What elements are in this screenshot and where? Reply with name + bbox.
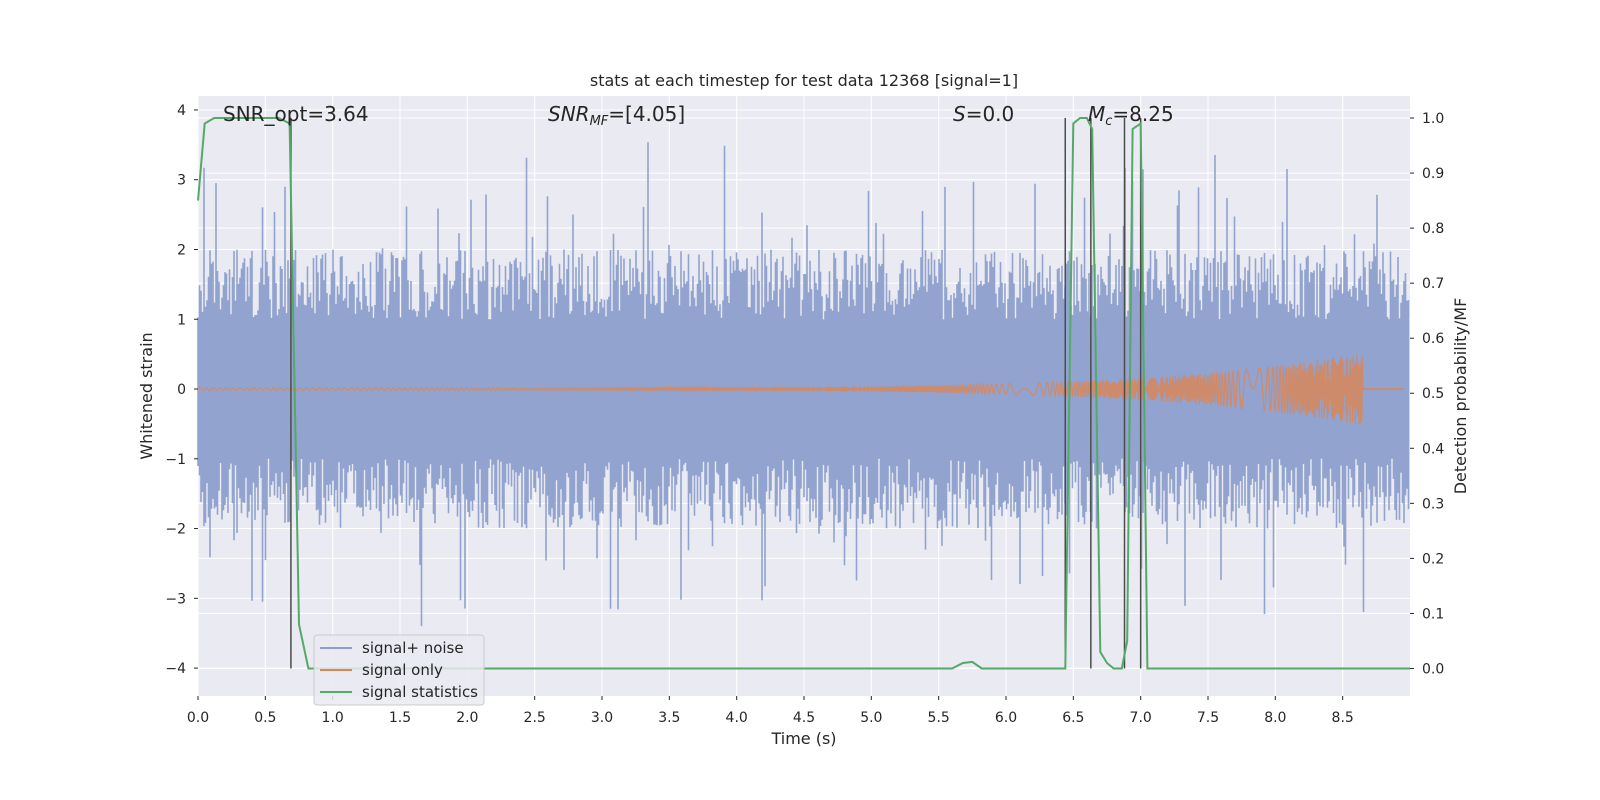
y-tick-label-7: 3 — [177, 173, 186, 189]
x-tick-label-11: 5.5 — [928, 710, 950, 726]
legend-label-signal-noise: signal+ noise — [362, 639, 464, 657]
signal-statistics-trace — [197, 117, 1410, 670]
legend: signal+ noise signal only signal statist… — [313, 634, 485, 706]
x-tick-label-17: 8.5 — [1332, 710, 1354, 726]
x-tick-label-15: 7.5 — [1197, 710, 1219, 726]
y2-tick-label-10: 1.0 — [1422, 111, 1444, 127]
x-tick-label-7: 3.5 — [658, 710, 680, 726]
annotations: SNR_opt=3.64 SNRMF=[4.05] S=0.0 Mc=8.25 — [223, 102, 1174, 129]
y2-tick-label-6: 0.6 — [1422, 331, 1444, 347]
x-tick-label-12: 6.0 — [995, 710, 1017, 726]
y-tick-label-8: 4 — [177, 103, 186, 119]
y-tick-label-2: −2 — [165, 522, 186, 538]
y-tick-label-5: 1 — [177, 312, 186, 328]
signal-only-trace — [197, 354, 1364, 425]
legend-box — [313, 634, 485, 706]
signal-only-series — [197, 354, 1404, 425]
legend-label-signal-statistics: signal statistics — [362, 683, 478, 701]
y-axis-label: Whitened strain — [137, 332, 156, 459]
y2-tick-label-3: 0.3 — [1422, 496, 1444, 512]
x-tick-label-6: 3.0 — [591, 710, 613, 726]
x-tick-label-8: 4.0 — [726, 710, 748, 726]
y-tick-label-1: −3 — [165, 591, 186, 607]
x-axis-label: Time (s) — [770, 729, 836, 748]
x-tick-label-13: 6.5 — [1062, 710, 1084, 726]
x-tick-label-0: 0.0 — [187, 710, 209, 726]
y2-tick-label-8: 0.8 — [1422, 221, 1444, 237]
y2-tick-label-1: 0.1 — [1422, 606, 1444, 622]
y2-tick-label-9: 0.9 — [1422, 166, 1444, 182]
annotation-mc: Mc=8.25 — [1088, 102, 1174, 129]
y-tick-label-0: −4 — [165, 661, 186, 677]
x-tick-label-5: 2.5 — [524, 710, 546, 726]
legend-label-signal-only: signal only — [362, 661, 443, 679]
y-tick-label-4: 0 — [177, 382, 186, 398]
y-tick-label-6: 2 — [177, 242, 186, 258]
y2-axis-label: Detection probability/MF — [1451, 298, 1470, 495]
x-tick-label-16: 8.0 — [1264, 710, 1286, 726]
x-tick-label-4: 2.0 — [456, 710, 478, 726]
y2-tick-label-0: 0.0 — [1422, 661, 1444, 677]
x-tick-label-9: 4.5 — [793, 710, 815, 726]
x-tick-label-2: 1.0 — [322, 710, 344, 726]
axis-ticks: 0.0 0.5 1.0 1.5 2.0 2.5 3.0 3.5 4.0 4.5 5.0 5.5 6.0 6… — [165, 103, 1444, 726]
y-tick-label-3: −1 — [165, 452, 186, 468]
y2-tick-label-4: 0.4 — [1422, 441, 1444, 457]
annotation-s: S=0.0 — [953, 102, 1014, 126]
annotation-snr-opt: SNR_opt=3.64 — [223, 102, 369, 126]
x-tick-label-3: 1.5 — [389, 710, 411, 726]
chart-title: stats at each timestep for test data 123… — [590, 71, 1018, 90]
x-tick-label-1: 0.5 — [254, 710, 276, 726]
x-tick-label-10: 5.0 — [860, 710, 882, 726]
annotation-snr-mf: SNRMF=[4.05] — [548, 102, 685, 129]
y2-tick-label-2: 0.2 — [1422, 551, 1444, 567]
signal-statistics-series — [197, 117, 1410, 670]
x-tick-label-14: 7.0 — [1130, 710, 1152, 726]
y2-tick-label-5: 0.5 — [1422, 386, 1444, 402]
y2-tick-label-7: 0.7 — [1422, 276, 1444, 292]
